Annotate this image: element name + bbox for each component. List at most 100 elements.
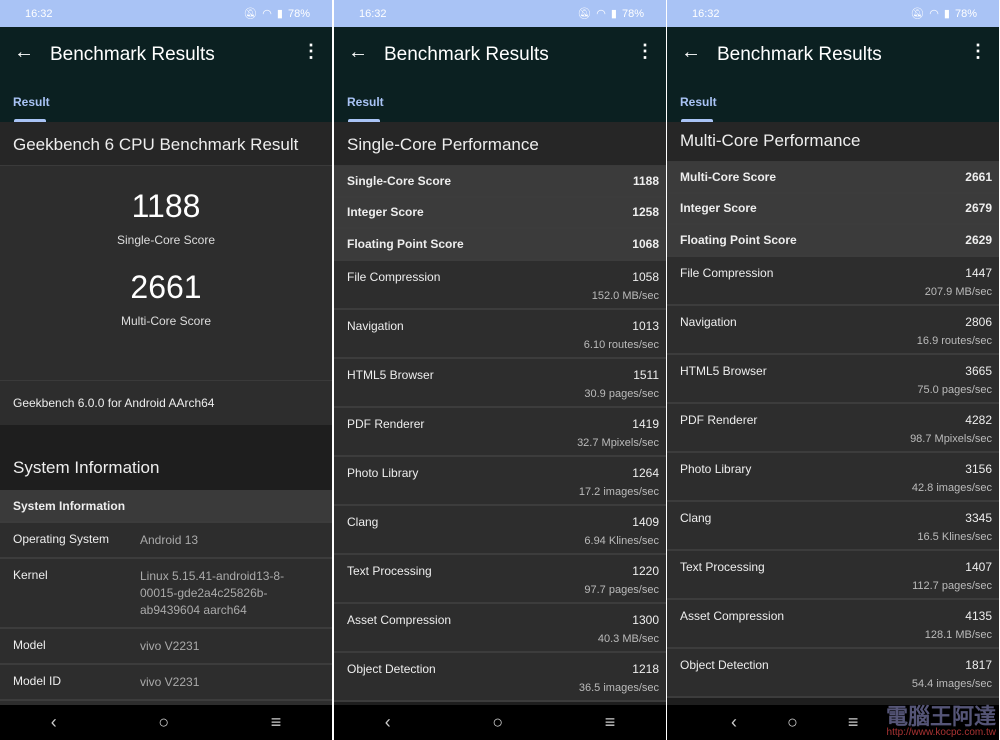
workload-name: Asset Compression — [347, 612, 452, 627]
workload-throughput: 16.9 routes/sec — [916, 334, 992, 347]
back-arrow-icon[interactable]: ← — [14, 41, 34, 63]
app-bar: ← Benchmark Results ⋮ Result — [667, 27, 999, 122]
workload-result: 3156 42.8 images/sec — [912, 462, 992, 500]
nav-back-icon[interactable]: ‹ — [384, 712, 391, 732]
version-info: Geekbench 6.0.0 for Android AArch64 — [0, 380, 332, 425]
tab-result[interactable]: Result — [13, 95, 50, 109]
workload-name: Text Processing — [347, 563, 432, 578]
workload-score: 3156 — [965, 461, 992, 476]
single-core-score: 1188 — [131, 188, 201, 224]
phone-screen-2: 16:32 🔕︎ ◠ ▮ 78% ← Benchmark Results ⋮ Result Sin… — [334, 0, 666, 740]
info-key: Kernel — [13, 568, 48, 582]
workload-throughput: 40.3 MB/sec — [597, 632, 659, 645]
score-name: Floating Point Score — [680, 232, 797, 247]
info-key: Operating System — [13, 532, 110, 546]
wifi-icon: ◠ — [596, 8, 606, 20]
workload-result: 1419 32.7 Mpixels/sec — [577, 417, 659, 455]
workload-row[interactable]: Clang 3345 16.5 Klines/sec — [667, 501, 999, 551]
score-name: Floating Point Score — [347, 236, 464, 251]
workload-result: 4282 98.7 Mpixels/sec — [910, 413, 992, 451]
workload-name: Asset Compression — [680, 608, 785, 623]
workload-row[interactable]: Navigation 2806 16.9 routes/sec — [667, 305, 999, 355]
content-scroll[interactable]: Single-Core Performance Single-Core Score… — [334, 122, 666, 705]
workload-row[interactable]: Navigation 1013 6.10 routes/sec — [334, 309, 666, 359]
score-name: Single-Core Score — [347, 173, 452, 188]
workload-score: 1817 — [965, 657, 992, 672]
workload-row[interactable]: Text Processing 1407 112.7 pages/sec — [667, 550, 999, 600]
info-row: Model vivo V2231 — [0, 629, 332, 665]
battery-icon: ▮ — [276, 8, 283, 20]
workload-row[interactable]: Asset Compression 1300 40.3 MB/sec — [334, 603, 666, 653]
status-icons: 🔕︎ ◠ ▮ 78% — [243, 7, 310, 21]
workload-result: 1407 112.7 pages/sec — [912, 560, 992, 598]
workload-row[interactable]: File Compression 1447 207.9 MB/sec — [667, 256, 999, 306]
workload-score: 4135 — [965, 608, 992, 623]
status-icons: 🔕︎ ◠ ▮ 78% — [910, 7, 977, 21]
workload-row[interactable]: Clang 1409 6.94 Klines/sec — [334, 505, 666, 555]
mute-icon: 🔕︎ — [577, 8, 592, 20]
workload-score: 1407 — [965, 559, 992, 574]
workload-result: 1409 6.94 Klines/sec — [584, 515, 659, 553]
workload-name: Object Detection — [680, 657, 769, 672]
more-options-icon[interactable]: ⋮ — [969, 41, 987, 61]
workload-name: Navigation — [680, 314, 737, 329]
info-key: Model — [13, 638, 46, 652]
workload-throughput: 54.4 images/sec — [911, 677, 992, 690]
info-row: Motherboardk6886v1_64 — [0, 701, 332, 705]
tab-result[interactable]: Result — [347, 95, 384, 109]
nav-home-icon[interactable]: ○ — [787, 712, 798, 732]
table-header: System Information — [0, 490, 332, 523]
info-row: Operating System Android 13 — [0, 523, 332, 559]
nav-recents-icon[interactable]: ≡ — [270, 712, 282, 732]
workload-row[interactable]: HTML5 Browser 3665 75.0 pages/sec — [667, 354, 999, 404]
score-row: Integer Score 2679 — [667, 193, 999, 225]
workload-row[interactable]: Photo Library 1264 17.2 images/sec — [334, 456, 666, 506]
workload-row[interactable]: PDF Renderer 4282 98.7 Mpixels/sec — [667, 403, 999, 453]
nav-back-icon[interactable]: ‹ — [731, 712, 737, 732]
status-icons: 🔕︎ ◠ ▮ 78% — [577, 7, 644, 21]
score-name: Multi-Core Score — [680, 169, 777, 184]
score-value: 1258 — [632, 205, 659, 220]
workload-row[interactable]: Object Detection 1817 54.4 images/sec — [667, 648, 999, 698]
more-options-icon[interactable]: ⋮ — [636, 41, 654, 61]
workload-score: 1409 — [632, 514, 659, 529]
workload-row[interactable]: Text Processing 1220 97.7 pages/sec — [334, 554, 666, 604]
tab-result[interactable]: Result — [680, 95, 717, 109]
back-arrow-icon[interactable]: ← — [348, 41, 368, 63]
nav-home-icon[interactable]: ○ — [158, 712, 170, 732]
back-arrow-icon[interactable]: ← — [681, 41, 701, 63]
workload-name: Photo Library — [680, 461, 752, 476]
content-scroll[interactable]: Multi-Core Performance Multi-Core Score 26… — [667, 122, 999, 705]
workload-row[interactable]: File Compression 1058 152.0 MB/sec — [334, 260, 666, 310]
workload-result: 3345 16.5 Klines/sec — [917, 511, 992, 549]
info-value: Android 13 — [140, 533, 199, 547]
workload-row[interactable]: Photo Library 3156 42.8 images/sec — [667, 452, 999, 502]
app-title: Benchmark Results — [384, 44, 549, 65]
workload-row[interactable]: HTML5 Browser 1511 30.9 pages/sec — [334, 358, 666, 408]
nav-recents-icon[interactable]: ≡ — [604, 712, 616, 732]
performance-header: Single-Core Performance — [334, 122, 666, 166]
nav-back-icon[interactable]: ‹ — [50, 712, 57, 732]
score-value: 2679 — [965, 201, 992, 216]
score-row: Single-Core Score 1188 — [334, 166, 666, 198]
workload-result: 1013 6.10 routes/sec — [584, 319, 659, 357]
score-summary: 1188 Single-Core Score 2661 Multi-Core Scor… — [0, 166, 332, 380]
tab-indicator — [681, 119, 713, 122]
workload-throughput: 97.7 pages/sec — [584, 583, 659, 596]
nav-home-icon[interactable]: ○ — [492, 712, 504, 732]
section-title: System Information — [0, 425, 332, 490]
workload-row[interactable]: Asset Compression 4135 128.1 MB/sec — [667, 599, 999, 649]
info-value: vivo V2231 — [140, 639, 200, 653]
phone-screen-3: 16:32 🔕︎ ◠ ▮ 78% ← Benchmark Results ⋮ Result Mul… — [667, 0, 999, 740]
workload-row[interactable]: Object Detection 1218 36.5 images/sec — [334, 652, 666, 702]
multi-core-score: 2661 — [130, 269, 202, 305]
score-value: 2661 — [965, 169, 992, 184]
workload-row[interactable]: PDF Renderer 1419 32.7 Mpixels/sec — [334, 407, 666, 457]
nav-recents-icon[interactable]: ≡ — [847, 712, 859, 732]
clock: 16:32 — [359, 7, 387, 20]
more-options-icon[interactable]: ⋮ — [302, 41, 320, 61]
workload-throughput: 112.7 pages/sec — [912, 579, 992, 592]
clock: 16:32 — [25, 7, 53, 20]
content-scroll[interactable]: Geekbench 6 CPU Benchmark Result 1188 Sing… — [0, 122, 332, 705]
clock: 16:32 — [692, 7, 720, 20]
